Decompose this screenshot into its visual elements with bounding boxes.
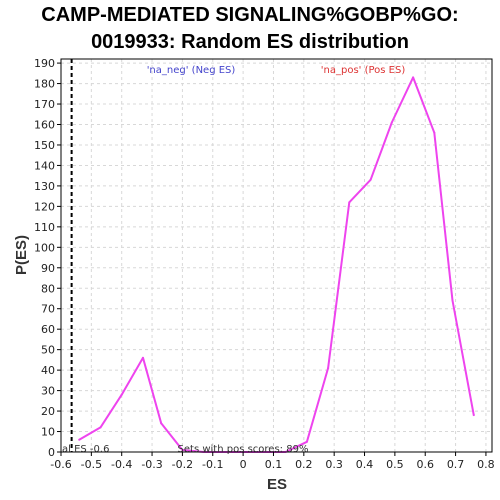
y-tick-label: 120 <box>34 200 55 213</box>
data-point <box>390 121 393 124</box>
plot-area <box>61 59 492 452</box>
x-tick-label: -0.5 <box>81 458 102 471</box>
y-tick-label: 0 <box>48 446 55 459</box>
y-tick-label: 190 <box>34 57 55 70</box>
x-tick-label: 0.3 <box>325 458 343 471</box>
x-tick-label: 0.1 <box>265 458 283 471</box>
y-axis: 0 10 20 30 40 50 60 70 80 90 100 110 120 130 140 150 160… <box>34 57 61 459</box>
y-tick-label: 160 <box>34 119 55 132</box>
y-tick-label: 30 <box>41 385 55 398</box>
plot-frame <box>60 58 493 453</box>
y-tick-label: 180 <box>34 78 55 91</box>
x-tick-label: 0.7 <box>447 458 465 471</box>
x-tick-label: -0.1 <box>202 458 223 471</box>
x-tick-label: 0 <box>240 458 247 471</box>
y-tick-label: 60 <box>41 323 55 336</box>
y-tick-label: 20 <box>41 405 55 418</box>
y-axis-label: P(ES) <box>13 235 30 275</box>
y-tick-label: 50 <box>41 344 55 357</box>
data-point <box>181 448 184 451</box>
y-tick-label: 130 <box>34 180 55 193</box>
data-point <box>472 414 475 417</box>
data-point <box>451 299 454 302</box>
x-tick-label: 0.8 <box>477 458 495 471</box>
x-tick-label: -0.3 <box>141 458 162 471</box>
y-tick-label: 100 <box>34 241 55 254</box>
x-tick-label: -0.6 <box>50 458 71 471</box>
data-point <box>78 438 81 441</box>
chart-title-line-2: 0019933: Random ES distribution <box>91 31 409 53</box>
y-tick-label: 110 <box>34 221 55 234</box>
data-point <box>120 393 123 396</box>
x-tick-label: -0.2 <box>172 458 193 471</box>
y-tick-label: 150 <box>34 139 55 152</box>
data-point <box>369 178 372 181</box>
y-tick-label: 70 <box>41 303 55 316</box>
data-point <box>433 131 436 134</box>
x-axis-label: ES <box>267 476 287 493</box>
x-tick-label: 0.5 <box>386 458 404 471</box>
data-point <box>99 426 102 429</box>
x-tick-label: -0.4 <box>111 458 132 471</box>
data-point <box>412 76 415 79</box>
y-tick-label: 90 <box>41 262 55 275</box>
y-tick-label: 170 <box>34 98 55 111</box>
y-tick-label: 80 <box>41 282 55 295</box>
chart-title-line-1: CAMP-MEDIATED SIGNALING%GOBP%GO: <box>41 4 458 26</box>
annotation-sets-pos: Sets with pos scores: 89% <box>178 444 309 455</box>
x-tick-label: 0.2 <box>295 458 313 471</box>
data-point <box>327 367 330 370</box>
x-tick-label: 0.4 <box>356 458 374 471</box>
y-tick-label: 40 <box>41 364 55 377</box>
data-point <box>348 201 351 204</box>
x-tick-label: 0.6 <box>416 458 434 471</box>
annotation-real-es: al ES -0.6 <box>62 444 109 455</box>
x-axis: -0.6 -0.5 -0.4 -0.3 -0.2 -0.1 0 0.1 0.2 0.3 0.4 0.5… <box>50 452 495 471</box>
y-tick-label: 10 <box>41 426 55 439</box>
data-point <box>141 356 144 359</box>
annotation-pos: 'na_pos' (Pos ES) <box>321 65 406 76</box>
data-point <box>160 422 163 425</box>
data-point <box>305 440 308 443</box>
y-tick-label: 140 <box>34 159 55 172</box>
annotation-neg: 'na_neg' (Neg ES) <box>147 65 236 76</box>
